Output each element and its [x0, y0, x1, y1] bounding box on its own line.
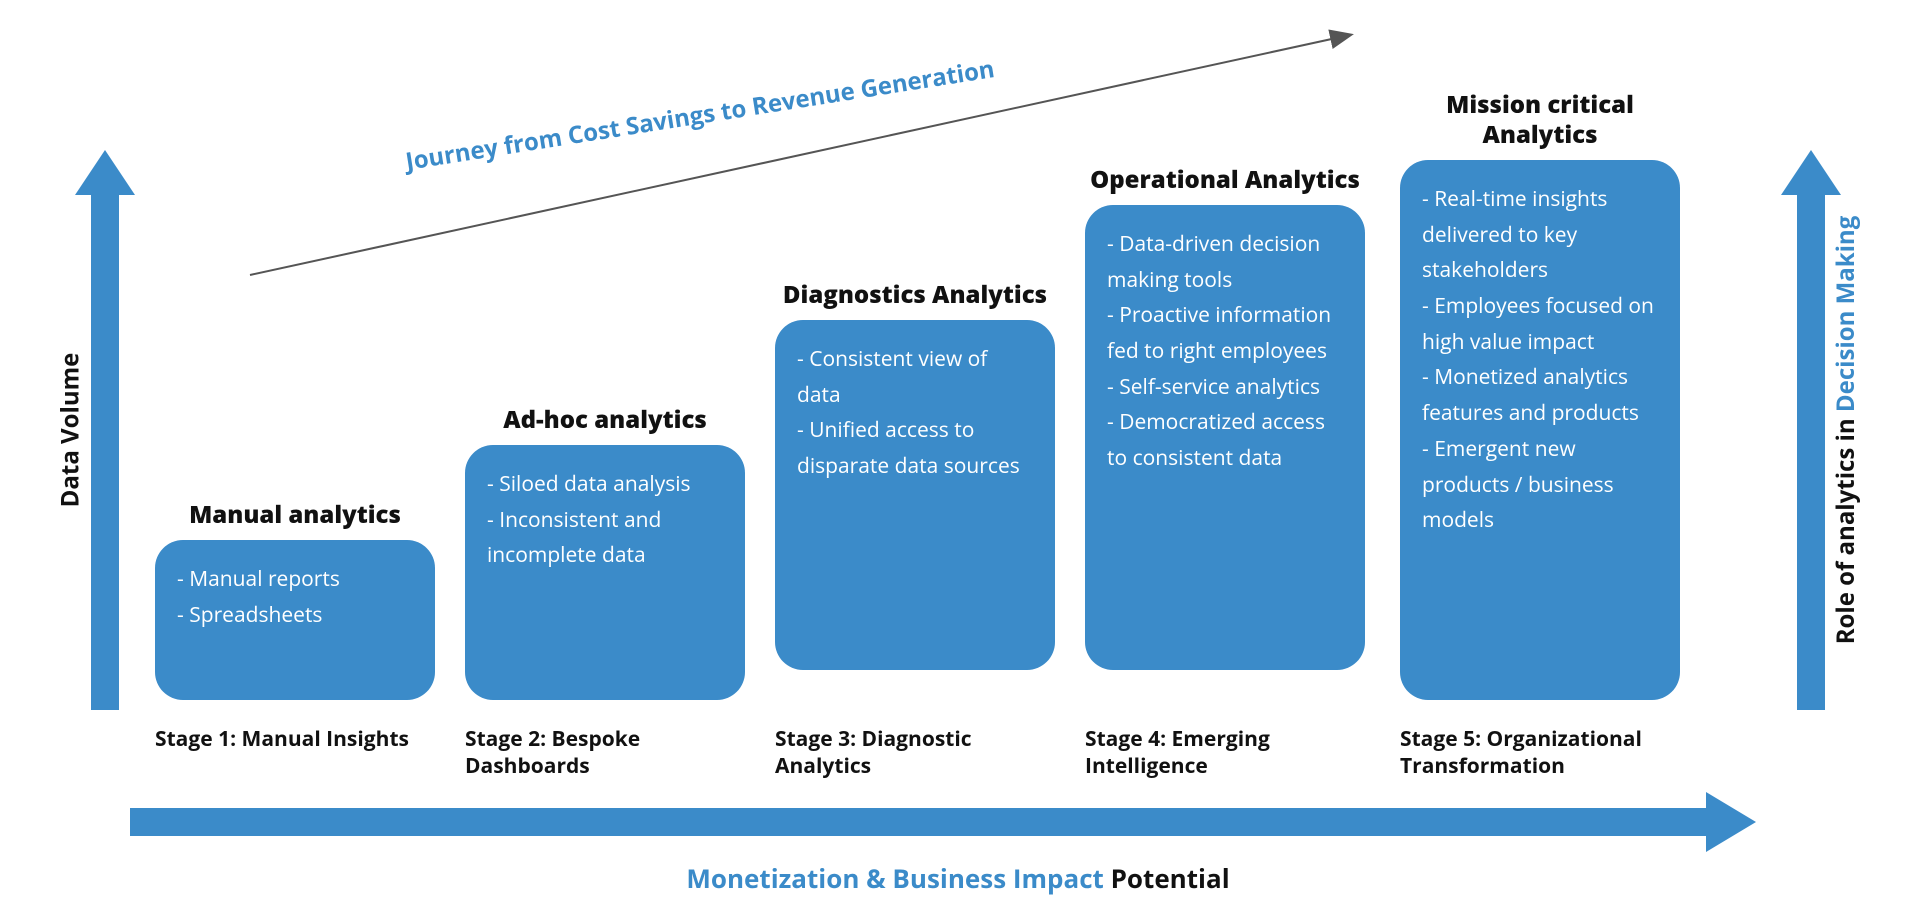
stage-title: Operational Analytics: [1085, 165, 1365, 195]
stage-5: Mission critical Analytics - Real-time in…: [1400, 90, 1680, 700]
y-axis-left-arrow: [85, 150, 125, 710]
x-label-part1: Monetization & Business Impact: [686, 860, 1110, 896]
stage-2: Ad-hoc analytics - Siloed data analysis- …: [465, 405, 745, 700]
stage-card: - Consistent view of data- Unified acces…: [775, 320, 1055, 670]
stage-bullet: - Consistent view of data: [797, 342, 1033, 413]
stage-card: - Manual reports- Spreadsheets: [155, 540, 435, 700]
stage-card: - Real-time insights delivered to key st…: [1400, 160, 1680, 700]
stage-bullet: - Proactive information fed to right emp…: [1107, 298, 1343, 369]
stage-title: Ad-hoc analytics: [465, 405, 745, 435]
y-axis-right-label: Role of analytics in Decision Making: [1830, 216, 1863, 645]
arrow-up-icon: [1781, 150, 1841, 195]
stage-bullet: - Monetized analytics features and produ…: [1422, 360, 1658, 431]
stage-caption: Stage 3: Diagnostic Analytics: [775, 726, 1055, 781]
stage-caption: Stage 1: Manual Insights: [155, 726, 435, 753]
arrow-shaft: [91, 190, 119, 710]
stage-caption: Stage 5: Organizational Transformation: [1400, 726, 1680, 781]
stage-bullet: - Democratized access to consistent data: [1107, 405, 1343, 476]
stage-caption: Stage 2: Bespoke Dashboards: [465, 726, 745, 781]
stage-bullet: - Self-service analytics: [1107, 370, 1343, 406]
stage-card: - Siloed data analysis- Inconsistent and…: [465, 445, 745, 700]
stage-card: - Data-driven decision making tools- Pro…: [1085, 205, 1365, 670]
stage-title: Diagnostics Analytics: [775, 280, 1055, 310]
journey-label: Journey from Cost Savings to Revenue Gen…: [403, 52, 997, 178]
stage-bullet: - Unified access to disparate data sourc…: [797, 413, 1033, 484]
y-right-label-part2: Decision Making: [1830, 216, 1863, 412]
stage-bullet: - Emergent new products / business model…: [1422, 432, 1658, 539]
arrow-up-icon: [75, 150, 135, 195]
stage-3: Diagnostics Analytics - Consistent view o…: [775, 280, 1055, 670]
stage-bullet: - Siloed data analysis: [487, 467, 723, 503]
stage-bullet: - Employees focused on high value impact: [1422, 289, 1658, 360]
stage-bullet: - Inconsistent and incomplete data: [487, 503, 723, 574]
stage-bullet: - Spreadsheets: [177, 598, 413, 634]
arrow-right-icon: [1706, 792, 1756, 852]
y-axis-left-label: Data Volume: [54, 353, 87, 508]
x-label-part2: Potential: [1111, 860, 1230, 896]
stage-bullet: - Manual reports: [177, 562, 413, 598]
stage-4: Operational Analytics - Data-driven decis…: [1085, 165, 1365, 670]
y-right-label-part1: Role of analytics in: [1830, 412, 1863, 644]
stage-1: Manual analytics - Manual reports- Spread…: [155, 500, 435, 700]
x-axis-label: Monetization & Business Impact Potential: [0, 860, 1916, 896]
stage-title: Manual analytics: [155, 500, 435, 530]
maturity-diagram: Data Volume Role of analytics in Decisio…: [0, 0, 1916, 910]
stage-caption: Stage 4: Emerging Intelligence: [1085, 726, 1365, 781]
x-axis-arrow: [130, 800, 1756, 844]
stage-bullet: - Data-driven decision making tools: [1107, 227, 1343, 298]
arrow-shaft: [1797, 190, 1825, 710]
stage-bullet: - Real-time insights delivered to key st…: [1422, 182, 1658, 289]
y-axis-right-arrow: [1791, 150, 1831, 710]
arrow-shaft: [130, 808, 1711, 836]
stage-title: Mission critical Analytics: [1400, 90, 1680, 150]
